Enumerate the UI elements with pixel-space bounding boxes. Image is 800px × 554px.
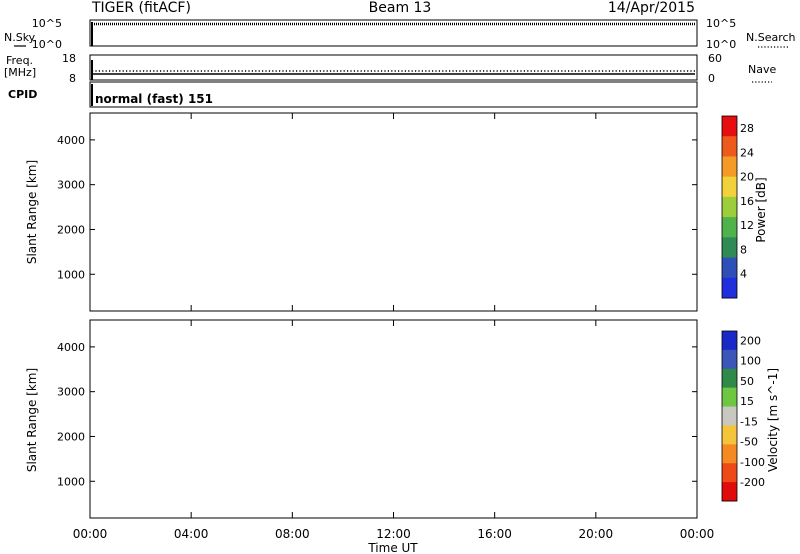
x-tick-label: 12:00 (376, 527, 411, 541)
x-tick-label: 08:00 (275, 527, 310, 541)
nsky-label: N.Sky (4, 31, 36, 44)
power-colorbar-segment (722, 136, 737, 157)
nsearch-tick-bottom: 10^0 (706, 38, 736, 51)
velocity-colorbar-tick-label: 200 (740, 334, 761, 347)
power-region-3 (431, 224, 647, 239)
x-tick-label: 04:00 (174, 527, 209, 541)
power-region-1 (254, 251, 381, 279)
velocity-colorbar-tick-label: -15 (740, 415, 758, 428)
beam-label: Beam 13 (369, 0, 432, 16)
power-colorbar-tick-label: 28 (740, 122, 754, 135)
power-y-tick-label: 1000 (57, 268, 85, 281)
x-tick-label: 20:00 (579, 527, 614, 541)
velocity-colorbar-segment (722, 349, 737, 370)
power-region-5 (254, 171, 305, 230)
power-colorbar-segment (722, 237, 737, 259)
power-colorbar-label: Power [dB] (754, 177, 768, 242)
velocity-colorbar-tick-label: -100 (740, 456, 765, 469)
x-tick-label: 00:00 (680, 527, 715, 541)
freq-label: Freq. (6, 54, 33, 67)
velocity-colorbar-tick-label: -200 (740, 476, 765, 489)
velocity-region-2 (267, 378, 331, 428)
velocity-panel: 1000 2000 3000 4000 Slant Range [km] (25, 319, 698, 519)
power-y-tick-label: 3000 (57, 179, 85, 192)
power-colorbar-tick-label: 4 (740, 268, 747, 281)
velocity-colorbar-tick-label: 100 (740, 355, 761, 368)
velocity-colorbar-tick-label: 15 (740, 395, 754, 408)
velocity-y-tick-label: 3000 (57, 386, 85, 399)
nsearch-label: N.Search (746, 31, 796, 44)
date-label: 14/Apr/2015 (608, 0, 695, 16)
power-y-axis-label: Slant Range [km] (25, 160, 39, 264)
power-region-7 (385, 251, 457, 284)
power-colorbar-segment (722, 217, 737, 238)
velocity-colorbar-tick-label: -50 (740, 436, 758, 449)
power-region-8 (499, 265, 609, 288)
nsearch-tick-top: 10^5 (706, 17, 736, 30)
nave-tick-bottom: 0 (708, 72, 715, 85)
cpid-value: normal (fast) 151 (95, 92, 213, 106)
velocity-region-3 (330, 391, 369, 424)
velocity-colorbar-segment (722, 444, 737, 464)
velocity-y-tick-label: 4000 (57, 341, 85, 354)
x-tick-label: 00:00 (73, 527, 108, 541)
velocity-colorbar-segment (722, 368, 737, 389)
freq-strip: 18 8 60 0 Freq. [MHz] Nave (4, 52, 776, 85)
power-colorbar-segment (722, 277, 737, 299)
nsky-tick-bottom: 10^0 (32, 38, 62, 51)
velocity-region-6 (90, 414, 192, 459)
velocity-colorbar-segment (722, 463, 737, 483)
velocity-colorbar-segment (722, 387, 737, 408)
velocity-colorbar-segment (722, 406, 737, 426)
velocity-y-tick-label: 1000 (57, 475, 85, 488)
velocity-region-5 (482, 458, 622, 495)
radar-name: TIGER (fitACF) (91, 0, 191, 16)
power-region-9 (90, 207, 166, 257)
power-colorbar-tick-label: 8 (740, 243, 747, 256)
velocity-colorbar: 200 100 50 15 -15 -50 -100 -200 Velocity [m s^-… (721, 330, 780, 502)
power-colorbar-tick-label: 12 (740, 219, 754, 232)
velocity-y-tick-label: 2000 (57, 430, 85, 443)
power-colorbar-tick-label: 24 (740, 146, 754, 159)
x-tick-label: 16:00 (477, 527, 512, 541)
cpid-strip: CPID normal (fast) 151 (8, 81, 698, 108)
freq-unit: [MHz] (4, 66, 36, 79)
freq-tick-bottom: 8 (69, 72, 76, 85)
velocity-colorbar-segment (722, 425, 737, 445)
power-region-0 (90, 260, 255, 284)
power-colorbar-segment (722, 257, 737, 279)
cpid-label: CPID (8, 88, 37, 101)
velocity-colorbar-segment (722, 482, 737, 502)
power-colorbar-segment (722, 196, 737, 218)
power-region-6 (304, 220, 343, 234)
velocity-region-1 (393, 427, 697, 450)
velocity-region-4 (393, 458, 470, 482)
velocity-region-0 (90, 458, 394, 491)
power-panel: 1000 2000 3000 4000 Slant Range [km] (25, 112, 698, 312)
nave-label: Nave (748, 63, 776, 76)
x-axis-label: Time UT (367, 541, 418, 554)
power-region-10 (595, 229, 672, 257)
freq-tick-top: 18 (62, 52, 76, 65)
power-colorbar: 4 8 12 16 20 24 28 Power [dB] (721, 115, 768, 299)
power-colorbar-segment (722, 176, 737, 198)
power-colorbar-segment (722, 156, 737, 178)
power-region-2 (380, 229, 432, 243)
nave-tick-top: 60 (708, 52, 722, 65)
nsky-tick-top: 10^5 (32, 17, 62, 30)
power-y-tick-label: 4000 (57, 134, 85, 147)
velocity-colorbar-tick-label: 50 (740, 375, 754, 388)
power-colorbar-tick-label: 16 (740, 195, 754, 208)
nsky-strip: 10^5 10^0 10^5 10^0 N.Sky N.Search (4, 17, 796, 51)
power-colorbar-tick-label: 20 (740, 171, 754, 184)
velocity-y-axis-label: Slant Range [km] (25, 368, 39, 472)
velocity-colorbar-label: Velocity [m s^-1] (766, 368, 780, 472)
power-y-tick-label: 2000 (57, 223, 85, 236)
velocity-colorbar-segment (722, 331, 737, 351)
power-colorbar-segment (722, 116, 737, 137)
